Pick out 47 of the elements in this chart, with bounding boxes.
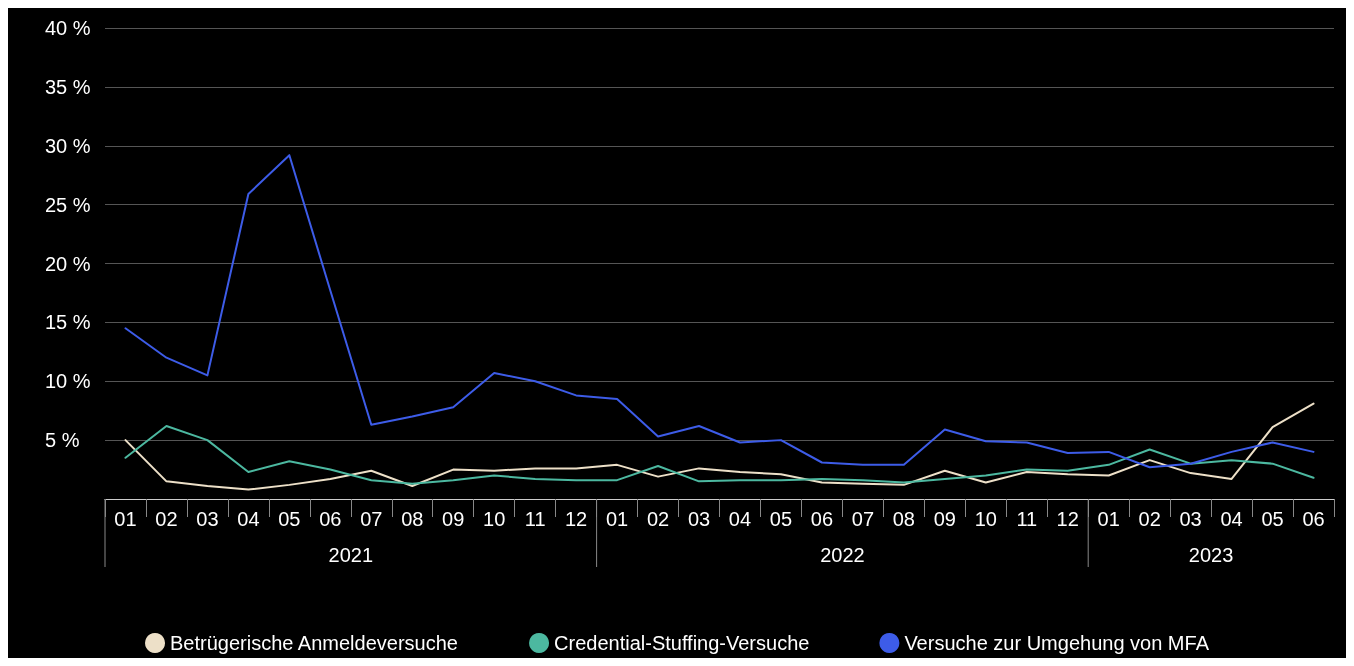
legend-label: Betrügerische Anmeldeversuche [170, 632, 458, 654]
legend-label: Credential-Stuffing-Versuche [554, 632, 810, 654]
x-tick-label: 05 [1261, 508, 1284, 530]
text: 2021 [328, 544, 374, 566]
x-tick-label: 02 [155, 508, 178, 530]
x-tick-label: 11 [1016, 508, 1038, 530]
x-tick-label: 04 [237, 508, 260, 530]
text: 2022 [820, 544, 865, 566]
x-tick-label: 08 [401, 508, 424, 530]
y-tick-label: 25 % [45, 193, 91, 216]
x-tick-label: 02 [1138, 508, 1161, 530]
x-tick-label: 02 [646, 508, 670, 530]
x-tick-label: 11 [524, 508, 546, 530]
y-tick-label: 5 % [45, 429, 80, 452]
line-series [124, 154, 1315, 469]
x-tick-label: 07 [360, 508, 383, 530]
x-tick-label: 04 [1220, 508, 1243, 530]
x-tick-label: 06 [319, 508, 342, 530]
x-tick-label: 06 [810, 508, 834, 530]
x-tick-label: 12 [1056, 508, 1079, 530]
y-tick-label: 35 % [45, 75, 91, 98]
x-tick-label: 01 [114, 508, 137, 530]
x-tick-label: 03 [687, 508, 711, 530]
x-tick-label: 07 [851, 508, 875, 530]
x-tick-label: 01 [1097, 508, 1120, 530]
x-tick-label: 09 [933, 508, 956, 530]
y-tick-label: 10 % [45, 370, 91, 393]
legend-label: Versuche zur Umgehung von MFA [904, 632, 1210, 654]
line-series [124, 402, 1315, 491]
x-tick-label: 06 [1302, 508, 1325, 530]
y-tick-label: 30 % [45, 134, 91, 157]
x-tick-label: 10 [974, 508, 997, 530]
x-tick-label: 03 [1179, 508, 1202, 530]
y-tick-label: 15 % [45, 311, 91, 334]
line-series [124, 425, 1315, 485]
x-tick-label: 01 [605, 508, 629, 530]
x-tick-label: 10 [483, 508, 506, 530]
x-tick-label: 04 [728, 508, 752, 530]
text: 2023 [1188, 544, 1234, 566]
x-tick-label: 12 [564, 508, 588, 530]
x-tick-label: 05 [278, 508, 301, 530]
y-tick-label: 40 % [45, 17, 91, 39]
x-tick-label: 03 [196, 508, 219, 530]
x-tick-label: 05 [769, 508, 793, 530]
x-tick-label: 09 [442, 508, 465, 530]
y-tick-label: 20 % [45, 252, 91, 275]
x-tick-label: 08 [892, 508, 915, 530]
